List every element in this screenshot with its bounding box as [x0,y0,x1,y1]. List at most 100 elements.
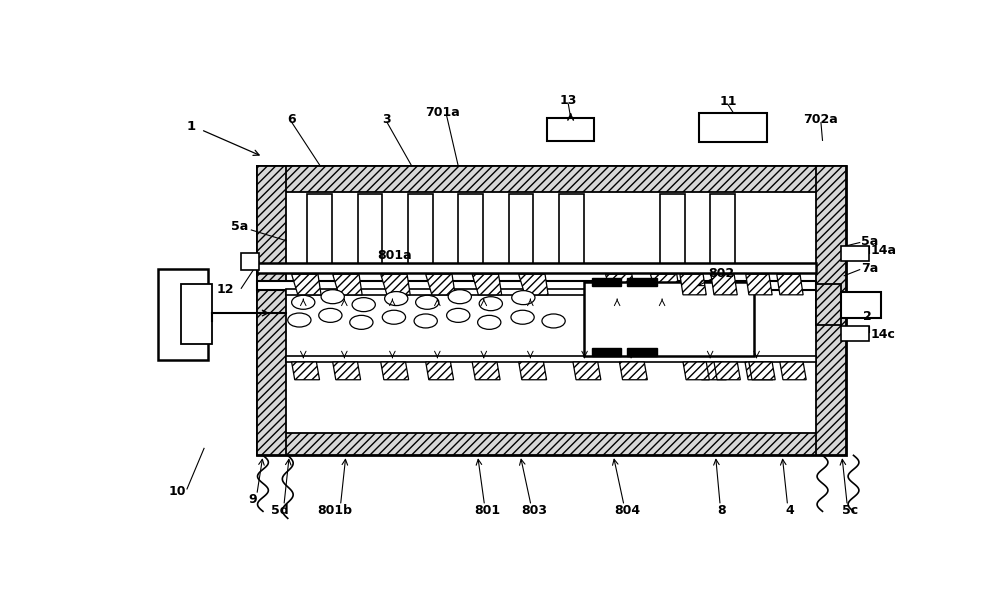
Bar [816,284,841,325]
Bar [458,194,483,264]
Polygon shape [426,362,454,380]
Polygon shape [606,275,635,295]
Text: 804: 804 [614,504,640,517]
Bar [627,279,657,286]
Circle shape [292,295,315,309]
Text: 802: 802 [709,267,735,280]
Polygon shape [519,362,547,380]
Text: 6: 6 [287,113,296,126]
Bar [559,194,584,264]
Bar [158,268,208,360]
Bar [358,194,382,264]
Polygon shape [746,275,772,295]
Text: 702a: 702a [804,113,838,126]
Text: 13: 13 [560,94,577,107]
Circle shape [511,310,534,324]
Text: 1: 1 [186,120,195,133]
Circle shape [382,310,406,324]
Polygon shape [780,362,806,380]
Bar [241,253,259,270]
Polygon shape [619,362,647,380]
Polygon shape [472,275,502,295]
Bar [286,289,751,295]
Bar [181,284,212,344]
Polygon shape [777,275,803,295]
Circle shape [414,314,437,328]
Polygon shape [519,275,548,295]
Bar [627,348,657,356]
Polygon shape [745,362,773,380]
Polygon shape [749,362,775,380]
Polygon shape [333,275,362,295]
Polygon shape [650,275,680,295]
Bar [660,194,685,264]
Bar [592,348,621,356]
Text: 10: 10 [169,485,186,498]
Bar [257,166,846,455]
Circle shape [416,295,439,309]
Text: 11: 11 [719,95,737,108]
Circle shape [288,313,311,327]
Text: 14c: 14c [871,327,895,341]
Text: 801: 801 [475,504,501,517]
Text: 803: 803 [521,504,547,517]
Text: 5d: 5d [271,504,289,517]
Text: 14a: 14a [871,244,897,258]
Polygon shape [472,362,500,380]
Bar [592,279,621,286]
Polygon shape [292,362,320,380]
Bar [547,118,594,141]
Bar [408,194,433,264]
Text: 801a: 801a [377,249,412,262]
Bar [257,433,846,455]
Circle shape [478,315,501,330]
Polygon shape [381,275,410,295]
Polygon shape [426,275,455,295]
Bar [841,246,869,261]
Polygon shape [381,362,409,380]
Polygon shape [711,275,737,295]
Text: 5a: 5a [231,220,248,233]
Text: 5c: 5c [842,504,858,517]
Text: 2: 2 [863,310,872,323]
Polygon shape [333,362,361,380]
Circle shape [447,308,470,322]
Text: 701a: 701a [425,106,460,119]
Bar [710,194,735,264]
Bar [257,263,816,273]
Circle shape [352,298,375,311]
Bar [257,166,846,191]
Circle shape [479,297,502,311]
Text: 12: 12 [217,283,234,296]
Text: 801b: 801b [317,504,352,517]
Circle shape [512,291,535,305]
Polygon shape [680,275,706,295]
Text: 4: 4 [786,504,794,517]
Polygon shape [683,362,709,380]
Text: 9: 9 [249,493,257,506]
Bar [257,281,816,290]
Bar [584,282,754,356]
Text: 5a: 5a [861,235,879,248]
Circle shape [319,308,342,322]
Text: 7a: 7a [861,262,879,275]
Bar [698,113,767,142]
Circle shape [542,314,565,328]
Text: 3: 3 [383,113,391,126]
Polygon shape [292,275,321,295]
Circle shape [385,291,408,305]
Circle shape [350,315,373,330]
Polygon shape [573,362,601,380]
Bar [841,293,881,318]
Bar [816,166,846,455]
Circle shape [448,290,471,304]
Text: 8: 8 [717,504,726,517]
Bar [841,326,869,341]
Polygon shape [714,362,740,380]
Polygon shape [698,362,726,380]
Circle shape [321,290,344,304]
Bar [286,356,816,362]
Bar [509,194,533,264]
Bar [257,166,286,455]
Bar [307,194,332,264]
